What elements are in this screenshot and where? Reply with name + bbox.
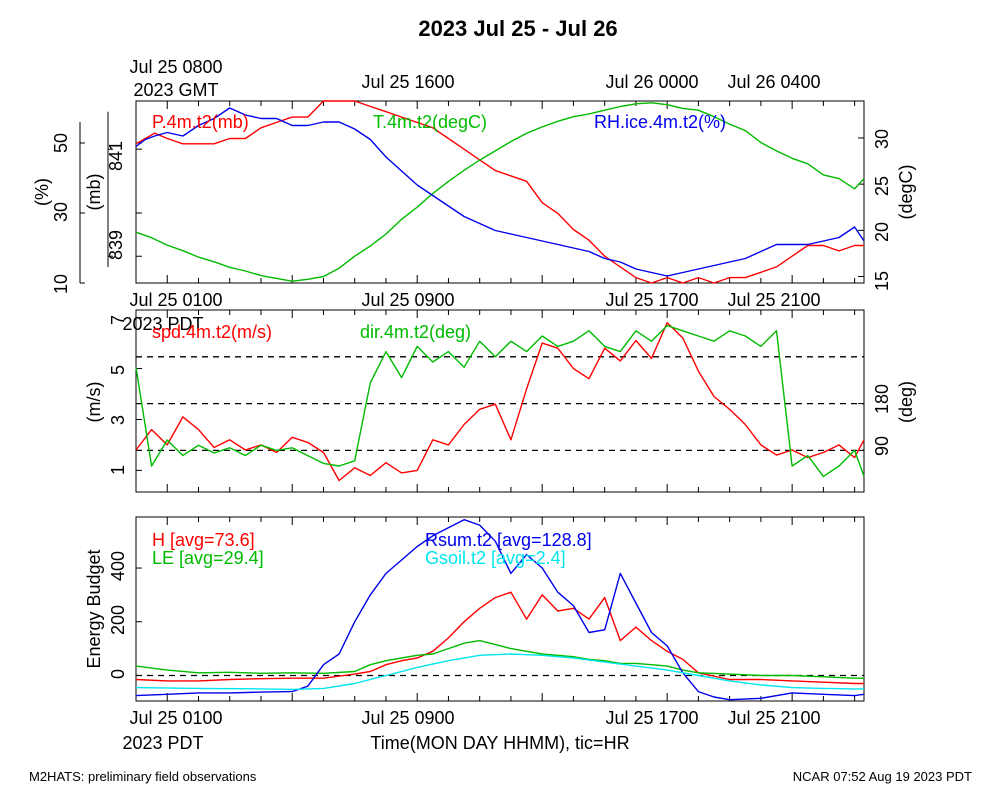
legend-gsoil-name: Gsoil.t2 <box>425 548 486 568</box>
rh-axis-label: (%) <box>32 178 52 206</box>
legend-gsoil-avg: 2.4 <box>536 548 561 568</box>
speed-tick-label: 1 <box>108 465 128 475</box>
legend-h: H [avg=73.6] <box>152 530 255 550</box>
pdt-tick-label: Jul 25 0900 <box>361 708 454 728</box>
speed-tick-label: 5 <box>108 365 128 375</box>
footer-left: M2HATS: preliminary field observations <box>29 769 257 784</box>
legend-le-avg: 29.4 <box>224 548 259 568</box>
series-line-rh <box>135 107 865 277</box>
temp-tick-label: 15 <box>872 271 892 291</box>
legend-le: LE [avg=29.4] <box>152 548 264 568</box>
pdt-tick-label: Jul 25 2100 <box>727 290 820 310</box>
speed-tick-label: 7 <box>108 315 128 325</box>
energy-tick-label: 400 <box>108 551 128 581</box>
pdt-tick-label: Jul 25 0900 <box>361 290 454 310</box>
pdt-tick-label: Jul 25 1700 <box>605 290 698 310</box>
rh-tick-label: 10 <box>51 274 71 294</box>
energy-tick-label: 200 <box>108 605 128 635</box>
legend-rsum-name: Rsum.t2 <box>425 530 492 550</box>
pdt-tick-label: Jul 25 2100 <box>727 708 820 728</box>
direction-tick-label: 90 <box>872 436 892 456</box>
series-line-p <box>135 100 864 284</box>
speed-tick-label: 3 <box>108 415 128 425</box>
rh-tick-label: 50 <box>51 133 71 153</box>
state-panel-frame <box>135 100 865 284</box>
direction-axis-label: (deg) <box>896 381 916 423</box>
pressure-tick-label: 841 <box>106 141 126 171</box>
pressure-axis-label: (mb) <box>84 174 104 211</box>
series-line-gsoil <box>135 653 864 691</box>
legend-gsoil: Gsoil.t2 [avg=2.4] <box>425 548 566 568</box>
gmt-tick-label: Jul 26 0400 <box>727 72 820 92</box>
pdt-tick-label: Jul 25 0100 <box>129 290 222 310</box>
legend-direction: dir.4m.t2(deg) <box>360 322 471 342</box>
temp-tick-label: 25 <box>872 176 892 196</box>
temp-axis-label: (degC) <box>896 164 916 219</box>
direction-tick-label: 180 <box>872 384 892 414</box>
series-line-h <box>135 591 864 685</box>
energy-axis-label: Energy Budget <box>84 549 104 668</box>
temp-tick-label: 30 <box>872 129 892 149</box>
gmt-zone-label: 2023 GMT <box>133 80 218 100</box>
footer-right: NCAR 07:52 Aug 19 2023 PDT <box>793 769 972 784</box>
series-line-le <box>135 639 864 679</box>
series-line-dir <box>135 324 865 478</box>
legend-rsum-avg: 128.8 <box>542 530 587 550</box>
pdt-zone-label: 2023 PDT <box>122 314 203 334</box>
pdt-zone-label: 2023 PDT <box>122 733 203 753</box>
series-line-rsum <box>135 519 865 701</box>
pressure-tick-label: 839 <box>106 230 126 260</box>
gmt-tick-label: Jul 26 0000 <box>605 72 698 92</box>
gmt-tick-label: Jul 25 1600 <box>361 72 454 92</box>
x-axis-label: Time(MON DAY HHMM), tic=HR <box>370 733 629 753</box>
series-line-spd <box>135 322 865 482</box>
rh-tick-label: 30 <box>51 202 71 222</box>
energy-panel-frame <box>135 516 865 702</box>
temp-tick-label: 20 <box>872 222 892 242</box>
legend-temperature: T.4m.t2(degC) <box>373 112 487 132</box>
pdt-tick-label: Jul 25 1700 <box>605 708 698 728</box>
legend-speed: spd.4m.t2(m/s) <box>152 322 272 342</box>
series-line-t <box>135 102 865 282</box>
plot-layer <box>79 100 865 701</box>
legend-h-avg: 73.6 <box>215 530 250 550</box>
speed-axis-label: (m/s) <box>84 382 104 423</box>
legend-h-name: H <box>152 530 165 550</box>
chart-title: 2023 Jul 25 - Jul 26 <box>418 16 617 41</box>
pdt-tick-label: Jul 25 0100 <box>129 708 222 728</box>
legend-rh: RH.ice.4m.t2(%) <box>594 112 726 132</box>
gmt-tick-label: Jul 25 0800 <box>129 57 222 77</box>
legend-pressure: P.4m.t2(mb) <box>152 112 249 132</box>
energy-tick-label: 0 <box>108 669 128 679</box>
wind-panel-frame <box>135 309 865 493</box>
legend-rsum: Rsum.t2 [avg=128.8] <box>425 530 592 550</box>
legend-le-name: LE <box>152 548 174 568</box>
